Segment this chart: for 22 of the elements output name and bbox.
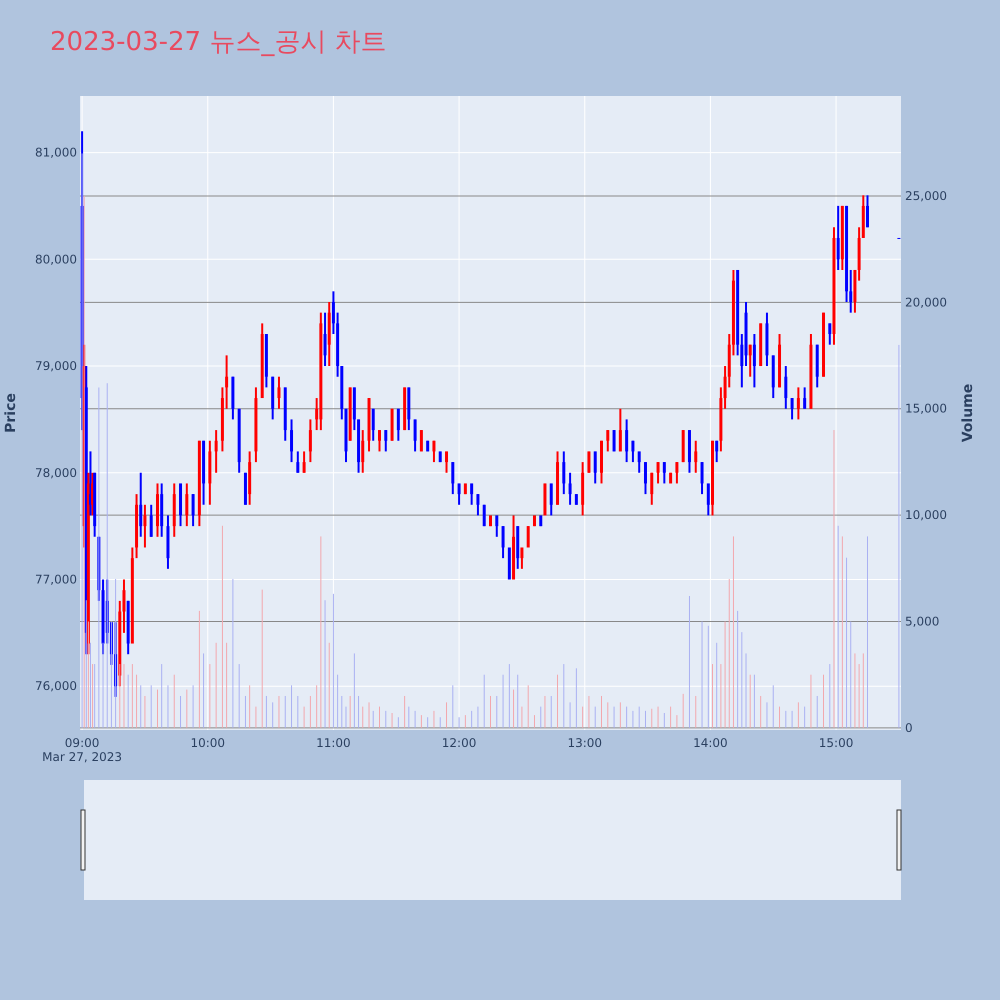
- x-tick-label: 15:00: [818, 736, 854, 750]
- y-tick-label: 76,000: [35, 679, 77, 694]
- x-tick-label: 14:00: [693, 736, 728, 750]
- y-tick-label: 80,000: [35, 252, 77, 266]
- y-tick-label: 77,000: [35, 572, 77, 587]
- y2-tick-label: 20,000: [905, 295, 947, 310]
- y-tick-label: 79,000: [35, 359, 77, 374]
- y2-tick-label: 15,000: [905, 402, 947, 416]
- x-tick-label: 11:00: [316, 736, 351, 750]
- y2-tick-label: 25,000: [905, 188, 947, 203]
- y-axis-title: Price: [3, 393, 19, 433]
- x-tick-label: 12:00: [442, 736, 476, 750]
- y2-tick-label: 0: [905, 720, 913, 735]
- y-tick-label: 81,000: [35, 146, 77, 160]
- y2-axis-title: Volume: [960, 384, 976, 442]
- x-tick-label: 13:00: [567, 736, 602, 750]
- x-tick-label: 09:00 Mar 27, 2023: [42, 736, 122, 764]
- chart-title: 2023-03-27 뉴스_공시 차트: [50, 27, 387, 57]
- y2-tick-label: 5,000: [905, 614, 940, 628]
- y2-tick-label: 10,000: [905, 508, 947, 522]
- y-tick-label: 78,000: [35, 466, 77, 480]
- x-tick-label: 10:00: [190, 736, 226, 750]
